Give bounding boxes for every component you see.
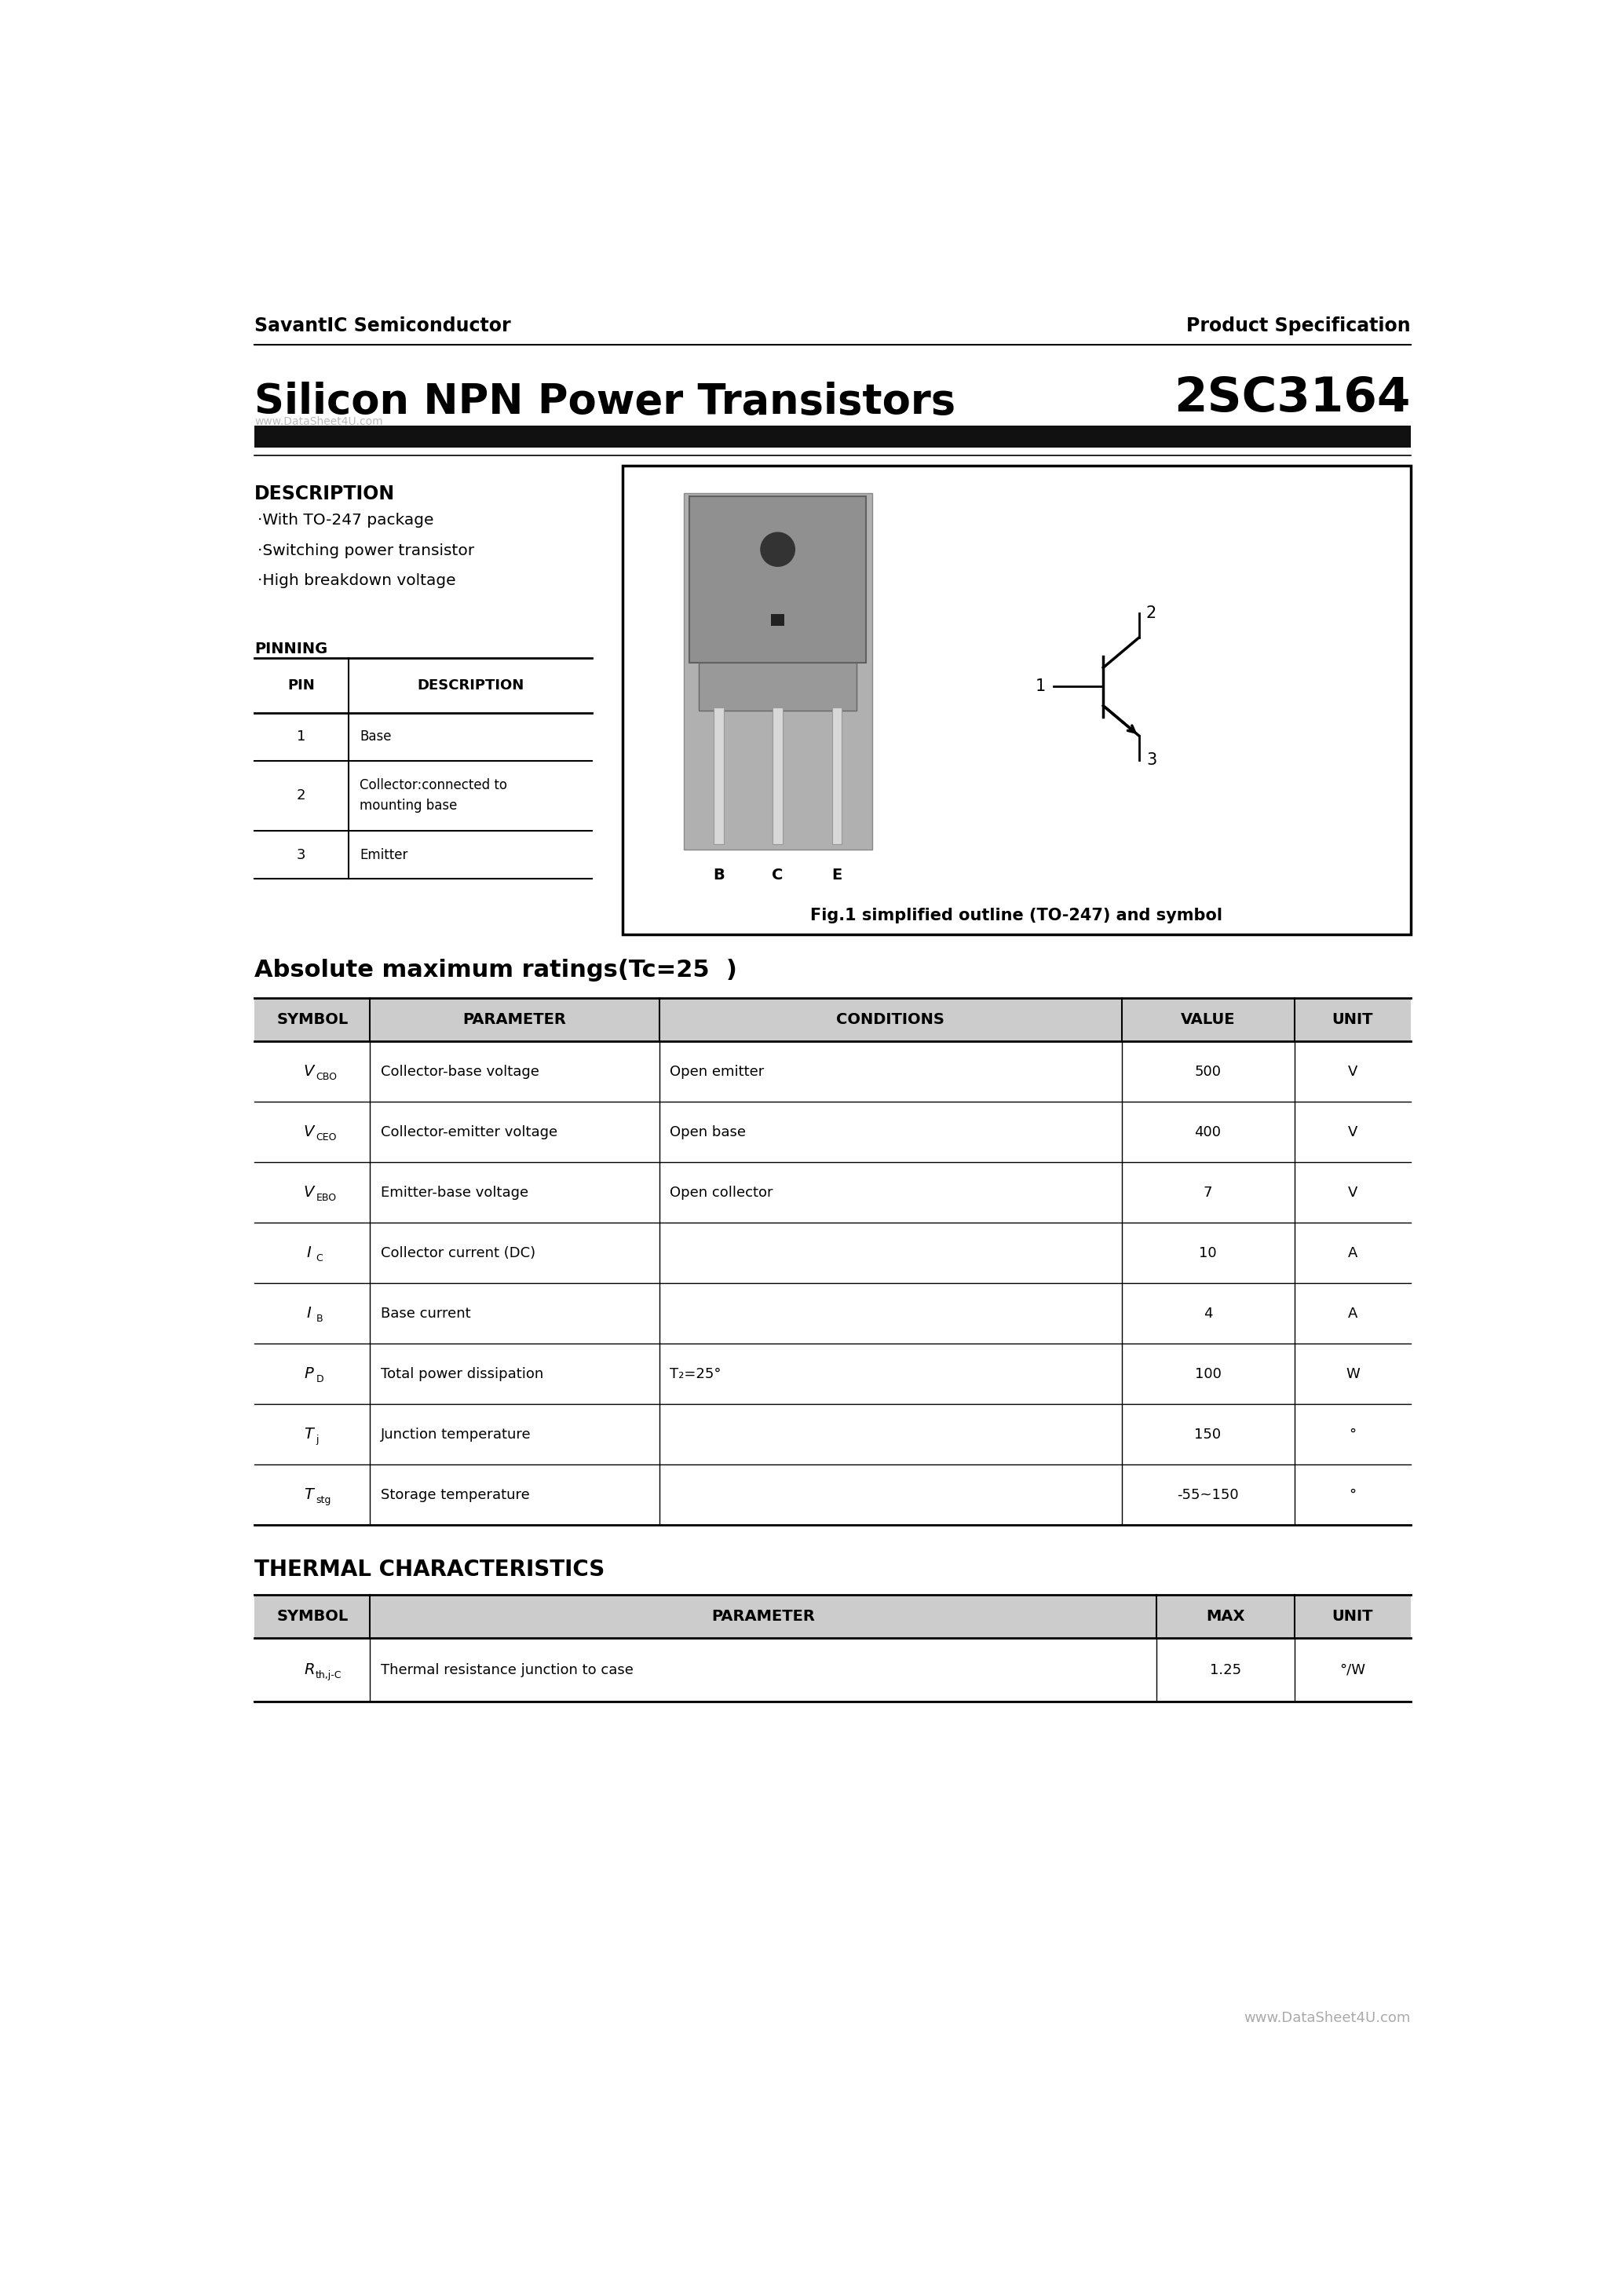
Text: Absolute maximum ratings(Tc=25  ): Absolute maximum ratings(Tc=25 ) bbox=[255, 960, 738, 980]
Text: 500: 500 bbox=[1194, 1065, 1221, 1079]
Text: B: B bbox=[316, 1313, 323, 1325]
Text: Base current: Base current bbox=[381, 1306, 470, 1320]
Text: 1.25: 1.25 bbox=[1210, 1662, 1241, 1676]
Text: PARAMETER: PARAMETER bbox=[462, 1013, 566, 1026]
Text: 400: 400 bbox=[1194, 1125, 1221, 1139]
Text: ·Switching power transistor: ·Switching power transistor bbox=[258, 544, 474, 558]
Text: 2SC3164: 2SC3164 bbox=[1174, 374, 1411, 422]
Bar bbox=[689, 496, 866, 664]
Text: V: V bbox=[1348, 1065, 1358, 1079]
Text: Silicon NPN Power Transistors: Silicon NPN Power Transistors bbox=[255, 381, 955, 422]
Text: SavantIC Semiconductor: SavantIC Semiconductor bbox=[255, 317, 511, 335]
Bar bbox=[255, 425, 1411, 448]
Text: 1: 1 bbox=[297, 730, 307, 744]
Text: V: V bbox=[303, 1065, 315, 1079]
Text: Base: Base bbox=[360, 730, 391, 744]
Text: www.DataSheet4U.com: www.DataSheet4U.com bbox=[255, 416, 383, 427]
Text: Emitter: Emitter bbox=[360, 847, 407, 861]
Bar bbox=[699, 664, 856, 712]
Text: DESCRIPTION: DESCRIPTION bbox=[417, 677, 524, 693]
Bar bbox=[623, 466, 1411, 934]
Text: UNIT: UNIT bbox=[1332, 1609, 1374, 1623]
Text: Product Specification: Product Specification bbox=[1186, 317, 1411, 335]
Text: T: T bbox=[303, 1488, 313, 1502]
Text: mounting base: mounting base bbox=[360, 799, 457, 813]
Text: °: ° bbox=[1350, 1488, 1356, 1502]
Text: I: I bbox=[307, 1247, 311, 1261]
Bar bbox=[770, 613, 785, 627]
Circle shape bbox=[761, 533, 795, 567]
Text: PARAMETER: PARAMETER bbox=[712, 1609, 814, 1623]
Text: 7: 7 bbox=[1204, 1185, 1212, 1201]
Text: 3: 3 bbox=[1147, 753, 1156, 767]
Text: EBO: EBO bbox=[316, 1194, 336, 1203]
Text: stg: stg bbox=[316, 1495, 331, 1506]
Text: V: V bbox=[1348, 1125, 1358, 1139]
Text: Collector-base voltage: Collector-base voltage bbox=[381, 1065, 540, 1079]
Text: 4: 4 bbox=[1204, 1306, 1212, 1320]
Text: DESCRIPTION: DESCRIPTION bbox=[255, 484, 396, 503]
Text: 150: 150 bbox=[1194, 1428, 1221, 1442]
Text: ·With TO-247 package: ·With TO-247 package bbox=[258, 512, 433, 528]
Text: I: I bbox=[307, 1306, 311, 1320]
Text: MAX: MAX bbox=[1207, 1609, 1246, 1623]
Text: 1: 1 bbox=[1035, 680, 1046, 693]
Text: th,j-C: th,j-C bbox=[315, 1669, 342, 1681]
Text: R: R bbox=[303, 1662, 315, 1678]
Text: PINNING: PINNING bbox=[255, 641, 328, 657]
Text: Fig.1 simplified outline (TO-247) and symbol: Fig.1 simplified outline (TO-247) and sy… bbox=[809, 907, 1223, 923]
Text: 2: 2 bbox=[297, 788, 307, 804]
Text: Open emitter: Open emitter bbox=[670, 1065, 764, 1079]
Text: °: ° bbox=[1350, 1428, 1356, 1442]
Text: C: C bbox=[316, 1254, 323, 1263]
Text: ·High breakdown voltage: ·High breakdown voltage bbox=[258, 574, 456, 588]
Text: D: D bbox=[316, 1375, 323, 1384]
Text: CONDITIONS: CONDITIONS bbox=[837, 1013, 944, 1026]
Text: j: j bbox=[316, 1435, 318, 1444]
Text: Thermal resistance junction to case: Thermal resistance junction to case bbox=[381, 1662, 634, 1676]
Text: www.DataSheet4U.com: www.DataSheet4U.com bbox=[1244, 2011, 1411, 2025]
Text: CBO: CBO bbox=[316, 1072, 337, 1081]
Text: A: A bbox=[1348, 1306, 1358, 1320]
Text: Emitter-base voltage: Emitter-base voltage bbox=[381, 1185, 529, 1201]
Text: THERMAL CHARACTERISTICS: THERMAL CHARACTERISTICS bbox=[255, 1559, 605, 1580]
Text: T₂=25°: T₂=25° bbox=[670, 1366, 722, 1382]
Bar bbox=[714, 707, 723, 845]
Text: Junction temperature: Junction temperature bbox=[381, 1428, 532, 1442]
Text: Collector-emitter voltage: Collector-emitter voltage bbox=[381, 1125, 558, 1139]
Text: -55~150: -55~150 bbox=[1178, 1488, 1239, 1502]
Text: CEO: CEO bbox=[316, 1132, 337, 1143]
Bar bbox=[772, 707, 782, 845]
Text: C: C bbox=[772, 868, 783, 884]
Text: B: B bbox=[714, 868, 725, 884]
Text: Storage temperature: Storage temperature bbox=[381, 1488, 530, 1502]
Text: UNIT: UNIT bbox=[1332, 1013, 1374, 1026]
Text: V: V bbox=[1348, 1185, 1358, 1201]
Text: °/W: °/W bbox=[1340, 1662, 1366, 1676]
Bar bbox=[683, 494, 873, 850]
Text: Open collector: Open collector bbox=[670, 1185, 774, 1201]
Text: Total power dissipation: Total power dissipation bbox=[381, 1366, 543, 1382]
Text: V: V bbox=[303, 1125, 315, 1139]
Text: E: E bbox=[832, 868, 842, 884]
Text: Collector current (DC): Collector current (DC) bbox=[381, 1247, 535, 1261]
Text: V: V bbox=[303, 1185, 315, 1201]
Text: 3: 3 bbox=[297, 847, 307, 861]
Bar bbox=[832, 707, 842, 845]
Bar bbox=[255, 999, 1411, 1042]
Text: P: P bbox=[303, 1366, 313, 1382]
Text: A: A bbox=[1348, 1247, 1358, 1261]
Text: T: T bbox=[303, 1428, 313, 1442]
Text: VALUE: VALUE bbox=[1181, 1013, 1236, 1026]
Text: 100: 100 bbox=[1195, 1366, 1221, 1382]
Bar bbox=[255, 1596, 1411, 1639]
Text: SYMBOL: SYMBOL bbox=[276, 1013, 349, 1026]
Text: PIN: PIN bbox=[287, 677, 315, 693]
Text: Collector:connected to: Collector:connected to bbox=[360, 778, 508, 792]
Text: 2: 2 bbox=[1147, 606, 1156, 620]
Text: Open base: Open base bbox=[670, 1125, 746, 1139]
Text: 10: 10 bbox=[1199, 1247, 1216, 1261]
Text: SYMBOL: SYMBOL bbox=[276, 1609, 349, 1623]
Text: W: W bbox=[1346, 1366, 1359, 1382]
